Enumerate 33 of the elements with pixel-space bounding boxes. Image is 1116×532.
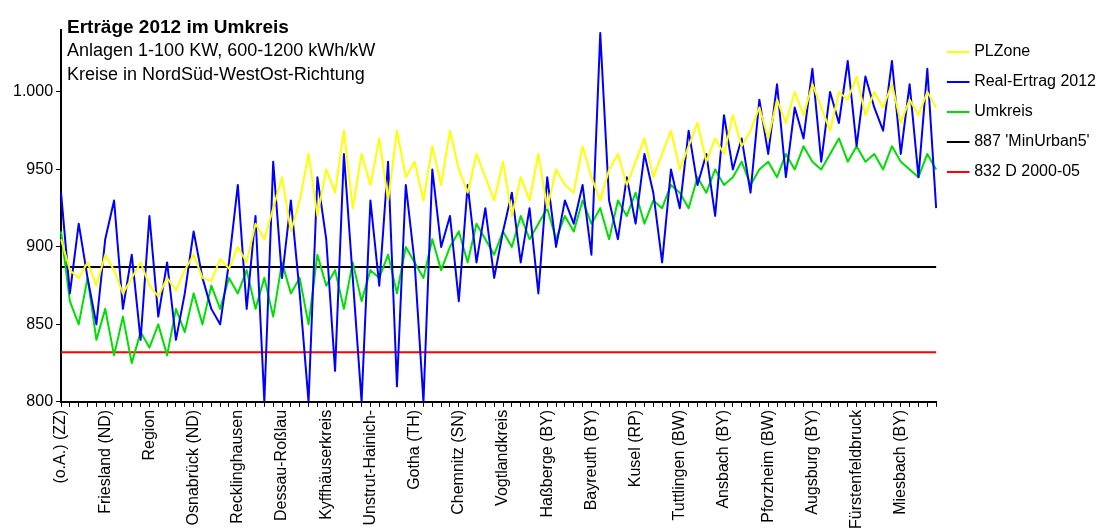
x-tick-label: Region <box>139 409 157 461</box>
x-tick-label: Fürstenfeldbruck <box>847 408 865 530</box>
x-tick-label: Gotha (TH) <box>405 409 423 490</box>
y-tick-label: 950 <box>26 159 54 177</box>
x-tick-label: Tuttlingen (BW) <box>670 409 688 521</box>
legend-label: 887 'MinUrban5' <box>974 132 1090 150</box>
x-tick-label: Dessau-Roßlau <box>272 409 290 521</box>
chart-title: Erträge 2012 im Umkreis <box>67 15 289 37</box>
x-tick-label: Vogtlandkreis <box>493 409 511 506</box>
x-tick-label: Osnabrück (ND) <box>184 409 202 526</box>
x-tick-label: (o.A.) (ZZ) <box>51 409 69 484</box>
annotation: Kreise in NordSüd-WestOst-Richtung <box>67 63 365 84</box>
y-tick-label: 800 <box>26 392 54 410</box>
legend-label: Real-Ertrag 2012 <box>974 72 1097 90</box>
legend-label: PLZone <box>974 42 1031 60</box>
x-tick-label: Pforzheim (BW) <box>758 409 776 523</box>
x-tick-label: Recklinghausen <box>228 409 246 524</box>
x-tick-label: Augsburg (BY) <box>802 409 820 515</box>
x-tick-label: Chemnitz (SN) <box>449 409 467 515</box>
legend-label: Umkreis <box>974 102 1033 120</box>
y-tick-label: 900 <box>26 237 54 255</box>
text: Anlagen 1-100 KW, 600-1200 kWh/kW <box>67 39 376 60</box>
x-tick-label: Haßberge (BY) <box>537 409 555 518</box>
x-tick-label: Kyffhäuserkreis <box>316 409 334 520</box>
x-tick-label: Bayreuth (BY) <box>581 409 599 511</box>
x-tick-label: Ansbach (BY) <box>714 409 732 509</box>
y-tick-label: 1.000 <box>12 82 54 100</box>
y-tick-label: 850 <box>26 314 54 332</box>
x-tick-label: Friesland (ND) <box>95 409 113 514</box>
legend-label: 832 D 2000-05 <box>974 162 1081 180</box>
x-tick-label: Kusel (RP) <box>626 409 644 488</box>
x-tick-label: Unstrut-Hainich- <box>360 409 378 526</box>
x-tick-label: Miesbach (BY) <box>891 409 909 515</box>
